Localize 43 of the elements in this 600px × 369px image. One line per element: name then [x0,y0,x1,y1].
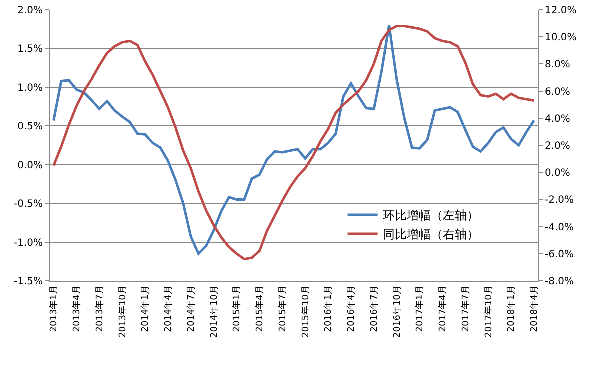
y-tick-label: 1.5% [18,44,43,56]
y2-tick-label: 4.0% [545,114,570,125]
x-tick-label: 2015年1月 [232,286,243,332]
legend-label: 环比增幅（左轴） [382,208,479,223]
x-tick-label: 2014年7月 [186,286,197,332]
y2-tick-label: 12.0% [545,6,577,16]
y2-tick-label: 2.0% [545,141,570,152]
x-tick-label: 2013年10月 [117,286,128,338]
x-tick-label: 2015年10月 [300,286,312,338]
x-tick-label: 2016年4月 [346,286,358,332]
y-tick-label: 0.5% [18,122,43,133]
x-tick-label: 2016年7月 [368,286,380,332]
x-tick-label: 2014年4月 [163,286,174,332]
y2-tick-label: 10.0% [545,32,577,44]
x-tick-label: 2015年4月 [254,286,266,332]
y-tick-label: 0.0% [18,160,43,172]
y-tick-label: -1.5% [14,276,43,288]
x-tick-label: 2014年1月 [140,286,152,332]
x-tick-label: 2017年7月 [460,286,472,332]
legend-label: 同比增幅（右轴） [382,228,479,242]
x-tick-label: 2014年10月 [208,286,220,338]
y-tick-label: 1.0% [18,82,43,94]
y-tick-label: 2.0% [18,6,43,16]
y2-tick-label: -4.0% [545,222,574,234]
x-tick-label: 2013年7月 [94,286,106,332]
x-tick-label: 2013年4月 [72,286,83,332]
y2-tick-label: 0.0% [545,168,570,180]
y2-tick-label: -8.0% [545,276,574,288]
x-tick-label: 2017年4月 [438,286,449,332]
x-tick-label: 2016年10月 [392,286,403,338]
y2-tick-label: 8.0% [545,60,570,71]
y-tick-label: -1.0% [14,238,43,249]
x-tick-label: 2013年1月 [48,286,60,332]
x-tick-label: 2017年10月 [483,286,494,338]
y-tick-label: -0.5% [14,199,43,210]
y2-tick-label: 6.0% [545,86,570,98]
x-tick-label: 2018年1月 [506,286,518,332]
x-tick-label: 2017年1月 [414,286,426,332]
y2-tick-label: -2.0% [545,195,574,206]
x-tick-label: 2016年1月 [323,286,334,332]
x-tick-label: 2018年4月 [529,286,540,332]
y2-tick-label: -6.0% [545,249,574,260]
x-tick-label: 2015年7月 [277,286,288,332]
